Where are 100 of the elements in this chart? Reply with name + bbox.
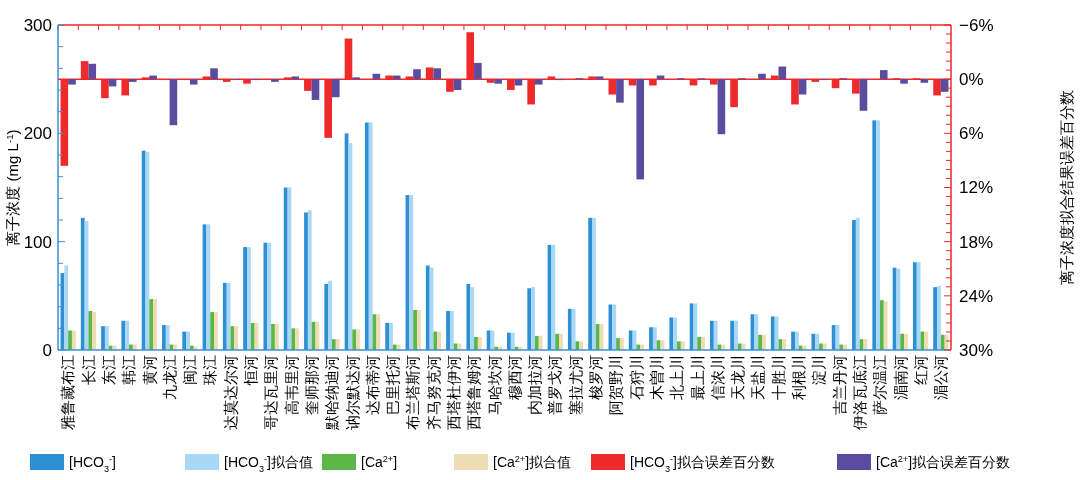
bar bbox=[331, 339, 336, 350]
bar bbox=[311, 79, 320, 100]
bar bbox=[295, 328, 300, 350]
bar bbox=[778, 339, 783, 350]
bar bbox=[920, 79, 929, 83]
y-tick-label: 300 bbox=[23, 15, 52, 35]
bar bbox=[879, 70, 888, 80]
bar bbox=[592, 217, 596, 350]
bar bbox=[389, 322, 393, 350]
x-tick-label: 天盐川 bbox=[749, 355, 767, 400]
legend-label: [HCO$_{3}$$^{-}$]拟合值 bbox=[224, 453, 313, 474]
bar bbox=[413, 309, 417, 350]
bar bbox=[315, 321, 320, 350]
bar bbox=[348, 143, 353, 350]
bar bbox=[291, 76, 300, 80]
bar bbox=[697, 337, 702, 350]
x-tick-label: 齐马努克河 bbox=[424, 355, 442, 430]
bar bbox=[470, 287, 475, 350]
bar bbox=[226, 282, 231, 350]
bar bbox=[250, 322, 255, 350]
bar bbox=[510, 332, 515, 350]
bar bbox=[778, 66, 787, 80]
x-tick-label: 淀川 bbox=[810, 355, 828, 385]
bar bbox=[916, 262, 921, 350]
bar bbox=[153, 299, 157, 350]
bar bbox=[595, 76, 604, 80]
bar bbox=[186, 331, 190, 350]
x-tick-label: 闽江 bbox=[181, 355, 199, 385]
bar bbox=[636, 79, 645, 180]
x-tick-label: 天龙川 bbox=[729, 355, 747, 400]
bar bbox=[612, 304, 617, 350]
bar bbox=[247, 247, 251, 350]
bar bbox=[68, 330, 72, 350]
x-tick-label: 吉兰丹河 bbox=[830, 355, 848, 415]
bar bbox=[376, 314, 381, 350]
bar bbox=[717, 79, 726, 135]
x-tick-label: 普罗戈河 bbox=[546, 355, 564, 415]
bar bbox=[352, 329, 357, 350]
bar bbox=[734, 320, 738, 350]
bar bbox=[92, 312, 97, 350]
bar bbox=[680, 341, 685, 350]
bar bbox=[616, 338, 620, 350]
x-tick-label: 默哈纳迪河 bbox=[323, 355, 341, 431]
x-tick-label: 北上川 bbox=[668, 355, 686, 400]
x-tick-label: 讷尔默达河 bbox=[343, 355, 361, 430]
x-tick-label: 哥达瓦里河 bbox=[262, 355, 280, 430]
bar bbox=[307, 210, 312, 350]
bar bbox=[673, 317, 678, 350]
bar bbox=[900, 79, 908, 84]
x-tick-label: 伊洛瓦底江 bbox=[850, 355, 868, 430]
bar bbox=[129, 79, 137, 82]
legend-label: [HCO$_{3}$$^{-}$]拟合误差百分数 bbox=[630, 453, 775, 474]
bar bbox=[855, 217, 860, 350]
bar bbox=[271, 79, 279, 82]
bar bbox=[619, 338, 624, 350]
x-tick-label: 十胜川 bbox=[769, 355, 787, 400]
bar bbox=[863, 339, 868, 350]
x-tick-label: 木曽川 bbox=[647, 355, 665, 400]
bar bbox=[416, 309, 421, 350]
x-tick-label: 阿贺野川 bbox=[607, 355, 625, 415]
bar bbox=[68, 79, 76, 85]
x-tick-label: 珠江 bbox=[201, 355, 219, 385]
bar bbox=[534, 335, 539, 350]
x-tick-label: 梭罗河 bbox=[587, 355, 605, 400]
y2-tick-label: 24% bbox=[959, 286, 994, 306]
bar bbox=[652, 327, 657, 350]
bar bbox=[876, 120, 880, 350]
x-tick-label: 马哈坎河 bbox=[485, 355, 503, 415]
bar bbox=[189, 79, 198, 85]
bar bbox=[924, 331, 929, 350]
x-tick-label: 湄公河 bbox=[932, 355, 950, 400]
bar bbox=[331, 79, 340, 98]
bar bbox=[477, 337, 482, 350]
bar bbox=[940, 334, 945, 350]
bar bbox=[125, 320, 130, 350]
bar bbox=[762, 334, 766, 350]
bar bbox=[214, 312, 218, 350]
bar bbox=[210, 312, 215, 350]
x-tick-label: 塞拉尤河 bbox=[566, 355, 584, 415]
bar bbox=[88, 311, 93, 350]
bar bbox=[656, 340, 661, 350]
bar bbox=[900, 333, 905, 350]
x-tick-label: 内加拉河 bbox=[526, 355, 544, 415]
bar bbox=[538, 335, 543, 350]
x-tick-label: 巴里托河 bbox=[384, 355, 402, 415]
x-tick-label: 布兰塔斯河 bbox=[404, 355, 422, 430]
bar bbox=[595, 324, 600, 350]
bar bbox=[534, 79, 543, 85]
bar bbox=[713, 320, 718, 350]
legend-label: [HCO$_{3}$$^{-}$] bbox=[69, 453, 116, 474]
bar bbox=[88, 63, 97, 80]
bar bbox=[165, 325, 170, 350]
bar bbox=[433, 68, 442, 80]
bar bbox=[879, 300, 884, 350]
bar bbox=[758, 334, 762, 350]
x-tick-label: 高韦里河 bbox=[282, 355, 300, 415]
bar bbox=[794, 331, 799, 350]
bar bbox=[206, 224, 211, 350]
y-tick-label: 200 bbox=[23, 124, 52, 144]
bar bbox=[291, 328, 296, 350]
